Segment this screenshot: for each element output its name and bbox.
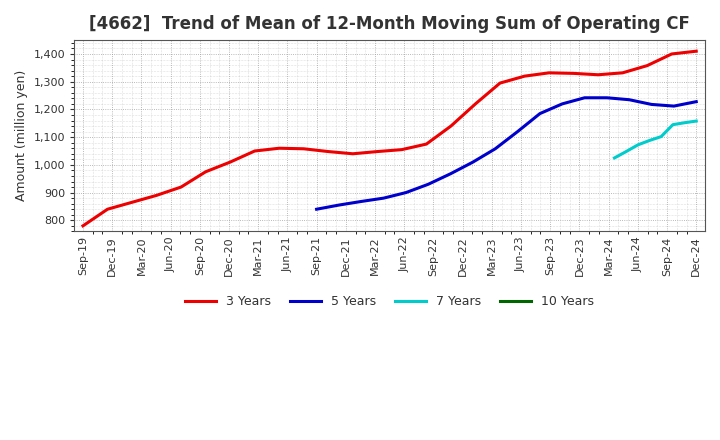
3 Years [177,184,186,190]
7 Years [645,138,654,143]
5 Years [312,207,321,212]
3 Years [226,159,235,165]
3 Years [643,63,652,68]
3 Years [667,51,676,57]
3 Years [78,223,87,228]
3 Years [373,149,382,154]
3 Years [422,141,431,147]
Line: 7 Years: 7 Years [614,121,696,158]
3 Years [202,169,210,174]
7 Years [692,118,701,124]
Legend: 3 Years, 5 Years, 7 Years, 10 Years: 3 Years, 5 Years, 7 Years, 10 Years [180,290,599,313]
5 Years [446,171,455,176]
5 Years [513,129,522,134]
7 Years [669,122,678,127]
7 Years [657,134,665,139]
5 Years [580,95,589,100]
3 Years [495,81,504,86]
3 Years [692,48,701,54]
7 Years [634,142,642,147]
3 Years [127,200,136,205]
Y-axis label: Amount (million yen): Amount (million yen) [15,70,28,202]
3 Years [348,151,357,156]
5 Years [424,182,433,187]
7 Years [680,120,689,125]
3 Years [594,72,603,77]
Line: 5 Years: 5 Years [317,98,696,209]
3 Years [251,148,259,154]
5 Years [402,190,410,195]
5 Years [603,95,611,100]
5 Years [379,195,388,201]
3 Years [545,70,554,76]
3 Years [471,101,480,106]
Title: [4662]  Trend of Mean of 12-Month Moving Sum of Operating CF: [4662] Trend of Mean of 12-Month Moving … [89,15,690,33]
3 Years [521,73,529,79]
5 Years [558,101,567,106]
3 Years [446,123,455,128]
7 Years [610,155,618,161]
3 Years [570,71,578,76]
3 Years [618,70,627,76]
5 Years [469,159,477,165]
5 Years [357,199,366,204]
7 Years [622,149,631,154]
3 Years [324,149,333,154]
5 Years [692,99,701,104]
5 Years [647,102,656,107]
3 Years [275,146,284,151]
3 Years [103,207,112,212]
3 Years [300,146,308,151]
5 Years [625,97,634,103]
5 Years [491,146,500,151]
5 Years [335,202,343,208]
5 Years [536,111,544,116]
3 Years [152,193,161,198]
3 Years [397,147,406,152]
5 Years [670,103,678,109]
Line: 3 Years: 3 Years [83,51,696,226]
